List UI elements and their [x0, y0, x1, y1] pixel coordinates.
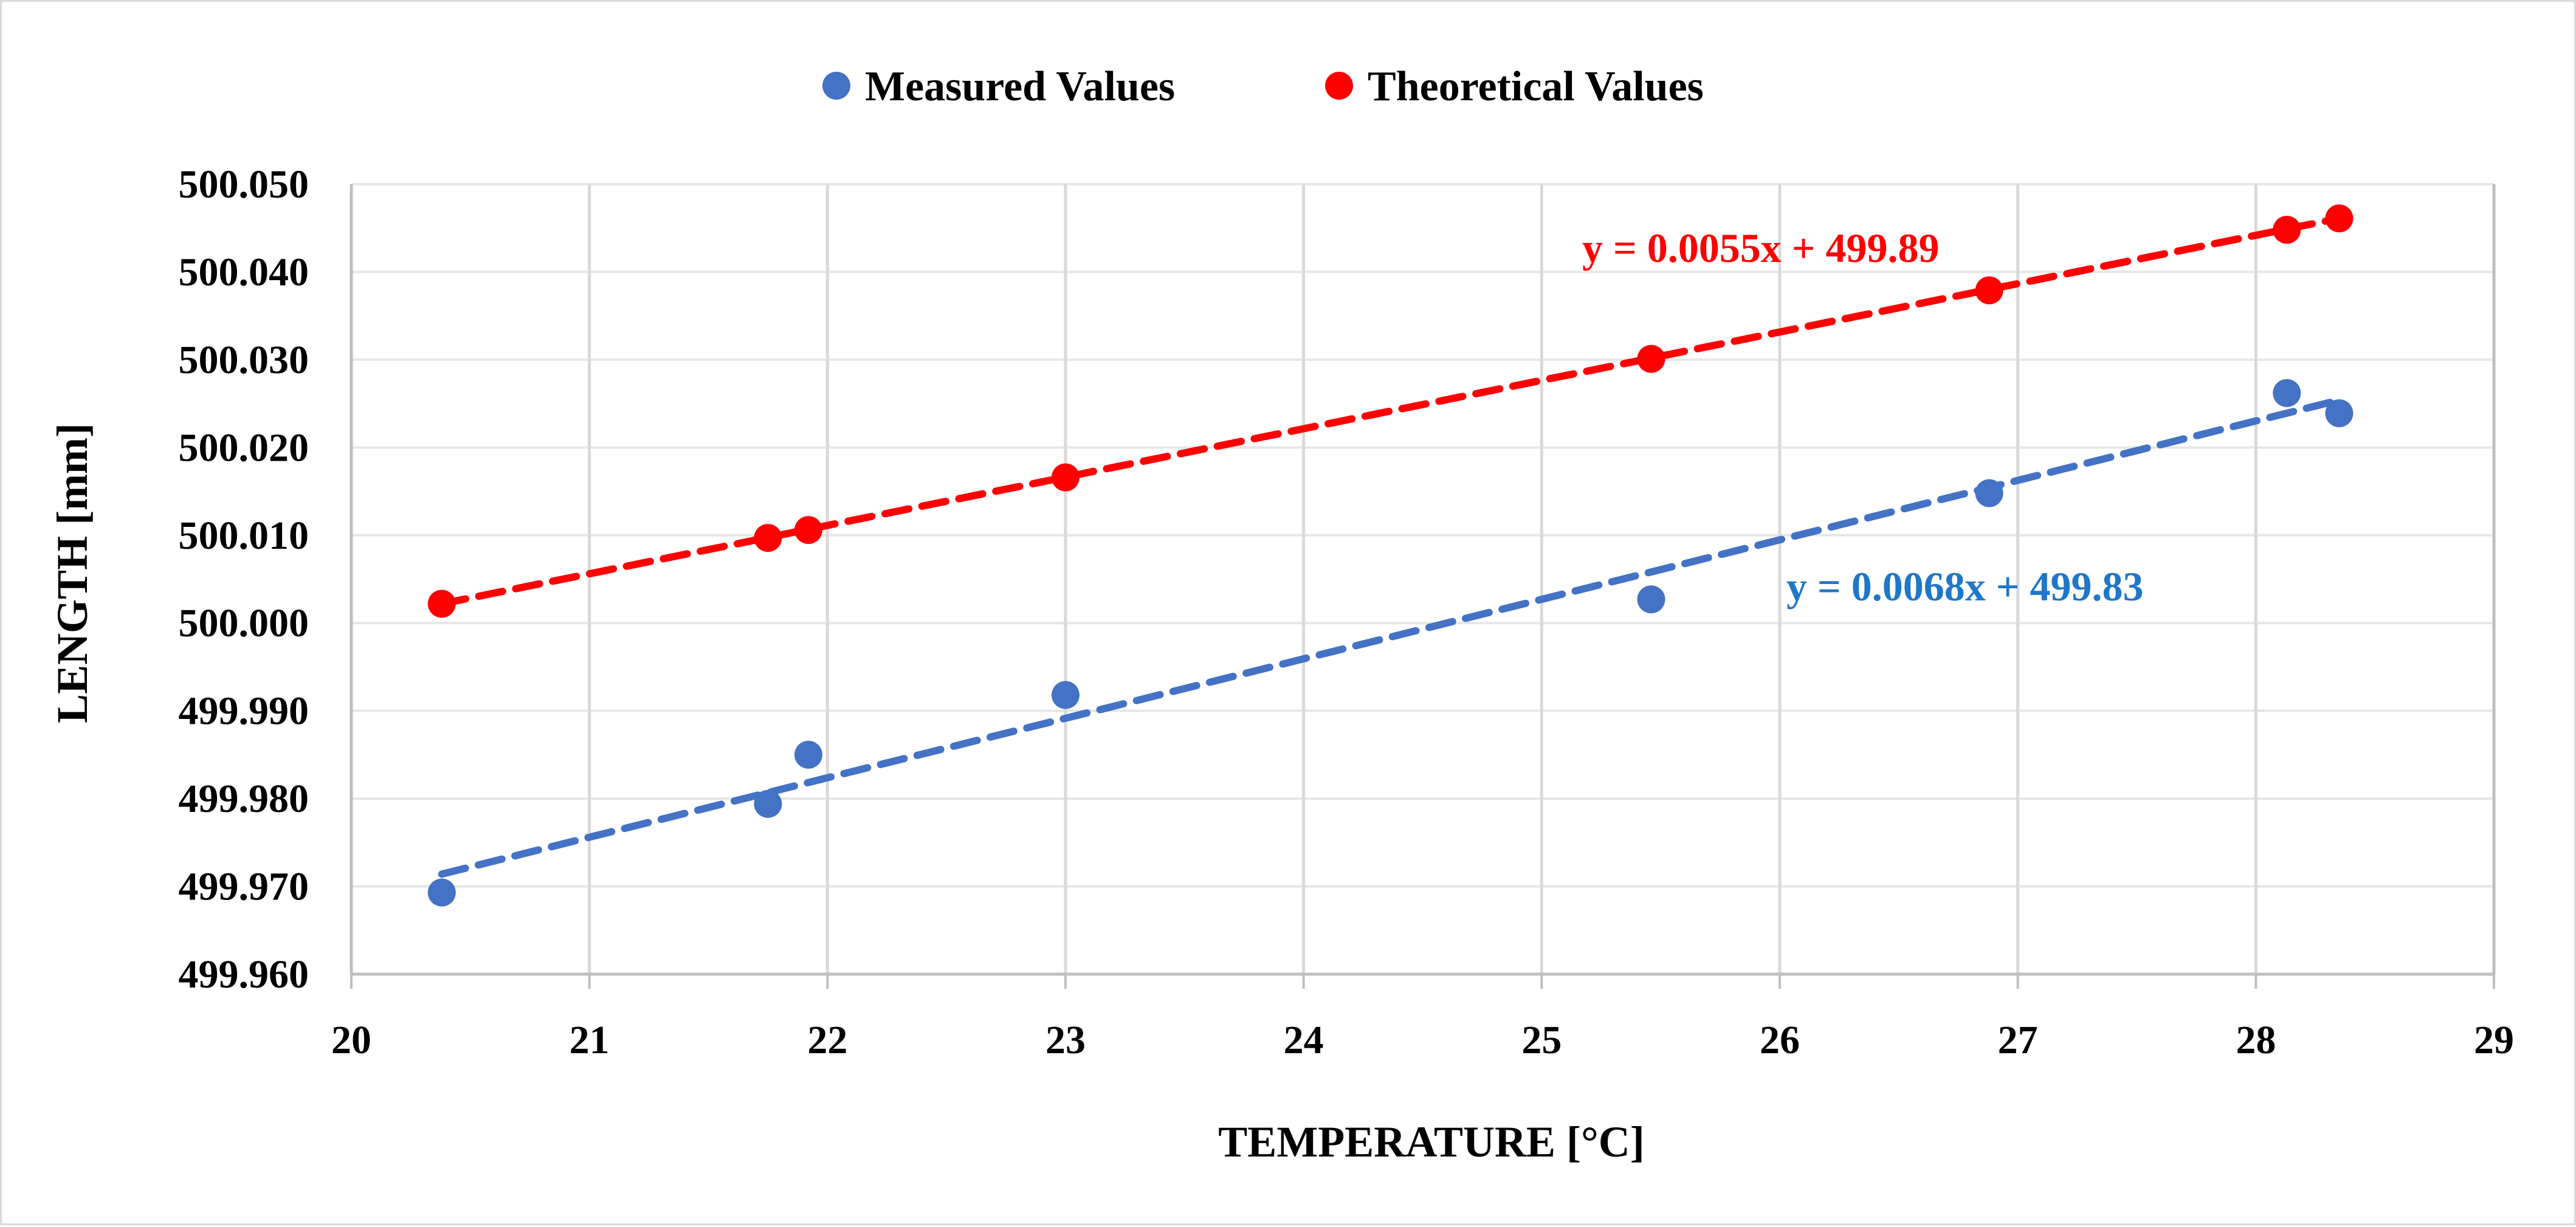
- x-tick-label: 28: [2236, 1018, 2276, 1062]
- legend-marker-measured: [822, 72, 850, 100]
- data-point-measured: [1637, 585, 1665, 614]
- data-points: [427, 204, 2354, 907]
- data-point-measured: [427, 878, 456, 907]
- data-point-theoretical: [2325, 204, 2354, 233]
- x-tick-label: 20: [331, 1018, 371, 1062]
- x-tick-label: 22: [807, 1018, 847, 1062]
- data-point-theoretical: [427, 589, 456, 618]
- data-point-measured: [1052, 681, 1080, 709]
- x-tick-label: 23: [1045, 1018, 1086, 1062]
- x-axis-title: TEMPERATURE [°C]: [1218, 1118, 1644, 1166]
- data-point-theoretical: [794, 516, 822, 545]
- trendline-equation-theoretical: y = 0.0055x + 499.89: [1582, 225, 1940, 271]
- x-tick-label: 27: [1998, 1018, 2038, 1062]
- plot-axes: [350, 184, 2496, 989]
- y-tick-label: 499.980: [179, 777, 309, 821]
- y-tick-label: 500.020: [179, 425, 309, 470]
- data-point-measured: [1975, 479, 2003, 507]
- y-tick-label: 499.970: [179, 865, 309, 909]
- tick-labels: 499.960 499.970 499.980 499.990 500.000 500.0…: [179, 162, 2515, 1062]
- y-tick-label: 500.050: [179, 162, 309, 207]
- y-tick-label: 500.010: [179, 514, 309, 558]
- data-point-theoretical: [1052, 463, 1080, 492]
- x-tick-label: 21: [570, 1018, 610, 1062]
- legend-label-theoretical: Theoretical Values: [1368, 63, 1704, 110]
- legend-marker-theoretical: [1325, 72, 1353, 100]
- y-tick-label: 500.040: [179, 250, 309, 294]
- y-tick-label: 499.990: [179, 689, 309, 734]
- y-axis-title: LENGTH [mm]: [48, 423, 97, 723]
- y-tick-label: 499.960: [179, 952, 309, 997]
- legend: Measured Values Theoretical Values: [822, 63, 1704, 110]
- grid-lines: [351, 183, 2494, 974]
- data-point-measured: [2273, 379, 2301, 407]
- data-point-measured: [2325, 399, 2354, 427]
- x-tick-label: 25: [1521, 1018, 1562, 1062]
- x-tick-label: 24: [1284, 1018, 1324, 1062]
- y-tick-label: 500.030: [179, 338, 309, 382]
- trendline-equation-measured: y = 0.0068x + 499.83: [1786, 563, 2144, 610]
- data-point-theoretical: [2273, 216, 2301, 244]
- x-tick-label: 29: [2474, 1018, 2514, 1062]
- trendlines: [438, 215, 2343, 878]
- x-tick-label: 26: [1760, 1018, 1800, 1062]
- y-tick-label: 500.000: [179, 601, 309, 645]
- trendline-measured: [438, 396, 2343, 878]
- data-point-measured: [794, 740, 822, 769]
- trendline-theoretical: [438, 215, 2343, 608]
- legend-label-measured: Measured Values: [865, 63, 1175, 110]
- data-point-theoretical: [1975, 276, 2003, 304]
- data-point-measured: [754, 789, 782, 818]
- data-point-theoretical: [754, 524, 782, 552]
- data-point-theoretical: [1637, 345, 1665, 373]
